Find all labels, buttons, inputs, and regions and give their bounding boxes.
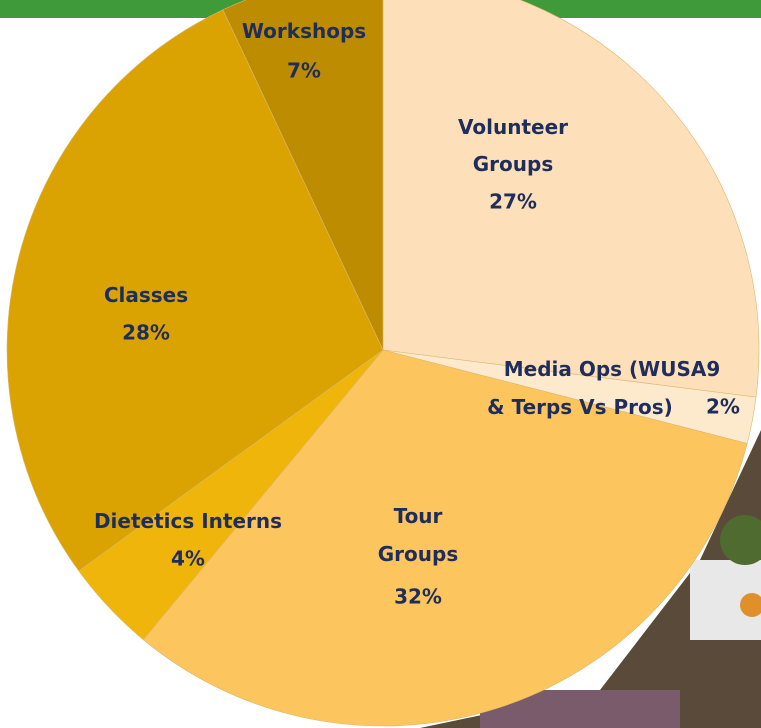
pie-slice: [382, 0, 760, 398]
slice-value-label: 4%: [171, 547, 205, 571]
pie: [6, 0, 760, 727]
slice-label: Dietetics Interns: [94, 509, 282, 533]
pie-slice: [6, 9, 384, 572]
slice-value-label: 27%: [489, 190, 537, 214]
pie-slice: [142, 349, 748, 727]
slice-label: Classes: [104, 283, 188, 307]
slice-value-label: 32%: [394, 585, 442, 609]
pie-slice: [222, 0, 384, 351]
labels: Volunteer Groups 27% Media Ops (WUSA9 & Terp…: [94, 19, 740, 609]
slice-value-label: 2%: [706, 395, 740, 419]
slice-label: Workshops: [242, 19, 366, 43]
slice-value-label: 28%: [122, 321, 170, 345]
slice-label: Volunteer Groups: [458, 115, 568, 176]
slice-label: Tour Groups: [378, 504, 458, 566]
slice-value-label: 7%: [287, 59, 321, 83]
slice-label: Media Ops (WUSA9 & Terps Vs Pros): [487, 357, 720, 419]
